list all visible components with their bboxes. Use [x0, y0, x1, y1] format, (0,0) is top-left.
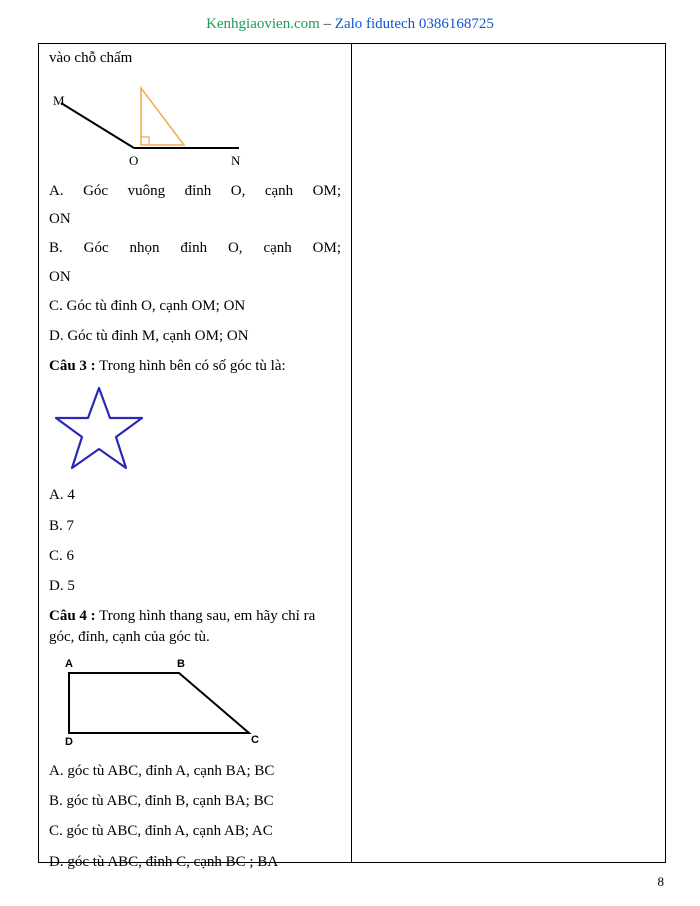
page-number: 8 — [658, 874, 665, 890]
svg-text:A: A — [65, 658, 73, 670]
q4-option-a: A. góc tù ABC, đỉnh A, cạnh BA; BC — [49, 761, 341, 781]
q2-options: A. Góc vuông đỉnh O, cạnh OM; ON B. Góc … — [49, 181, 341, 346]
svg-text:D: D — [65, 736, 73, 748]
label-M: M — [53, 93, 65, 108]
q2-option-b-line2: ON — [49, 269, 341, 286]
q2-option-a-line2: ON — [49, 211, 341, 228]
q2-option-b-line1: B. Góc nhọn đỉnh O, cạnh OM; — [49, 238, 341, 258]
q3-option-a: A. 4 — [49, 485, 341, 505]
q3-label: Câu 3 : — [49, 358, 96, 374]
q2-option-a-line1: A. Góc vuông đỉnh O, cạnh OM; — [49, 181, 341, 201]
q4-option-d: D. góc tù ABC, đỉnh C, cạnh BC ; BA — [49, 852, 341, 872]
header-zalo: Zalo fidutech 0386168725 — [335, 16, 494, 32]
q4-options: A. góc tù ABC, đỉnh A, cạnh BA; BC B. gó… — [49, 761, 341, 872]
q3-options: A. 4 B. 7 C. 6 D. 5 — [49, 485, 341, 596]
svg-text:B: B — [177, 658, 185, 670]
q4-option-c: C. góc tù ABC, đỉnh A, cạnh AB; AC — [49, 821, 341, 841]
q3-text: Câu 3 : Trong hình bên có số góc tù là: — [49, 356, 341, 376]
header-dash: – — [320, 16, 335, 32]
q2-option-c: C. Góc tù đỉnh O, cạnh OM; ON — [49, 296, 341, 316]
header-site: Kenhgiaovien.com — [206, 16, 320, 32]
q3-option-b: B. 7 — [49, 516, 341, 536]
q2-option-d: D. Góc tù đỉnh M, cạnh OM; ON — [49, 326, 341, 346]
page-header: Kenhgiaovien.com – Zalo fidutech 0386168… — [0, 0, 700, 43]
right-column — [352, 44, 665, 862]
angle-diagram: M O N — [49, 73, 341, 173]
trapezoid-diagram: A B C D — [49, 653, 341, 753]
q4-option-b: B. góc tù ABC, đỉnh B, cạnh BA; BC — [49, 791, 341, 811]
label-O: O — [129, 153, 138, 168]
intro-text: vào chỗ chấm — [49, 50, 341, 67]
q4-text: Câu 4 : Trong hình thang sau, em hãy chỉ… — [49, 606, 341, 647]
q3-option-d: D. 5 — [49, 576, 341, 596]
page-frame: vào chỗ chấm M O N A. Góc vuông đỉnh O, … — [38, 43, 666, 863]
star-diagram — [49, 382, 341, 477]
svg-text:C: C — [251, 734, 259, 746]
left-column: vào chỗ chấm M O N A. Góc vuông đỉnh O, … — [39, 44, 352, 862]
q3-body: Trong hình bên có số góc tù là: — [96, 358, 286, 374]
label-N: N — [231, 153, 241, 168]
q3-option-c: C. 6 — [49, 546, 341, 566]
q4-label: Câu 4 : — [49, 608, 96, 624]
